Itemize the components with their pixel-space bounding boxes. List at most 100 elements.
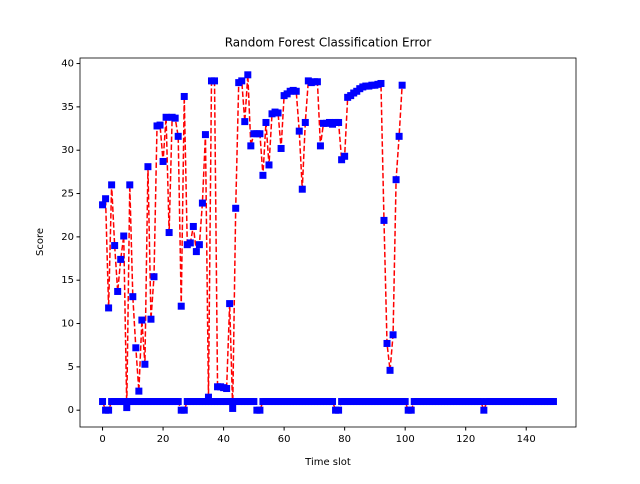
point-marker	[232, 204, 240, 212]
point-marker	[126, 181, 134, 189]
point-marker	[335, 118, 343, 126]
point-marker	[407, 406, 415, 414]
point-marker	[117, 255, 125, 263]
point-marker	[195, 241, 203, 249]
point-marker	[114, 287, 122, 295]
point-marker	[204, 393, 212, 401]
point-marker	[201, 131, 209, 139]
point-marker	[313, 78, 321, 86]
point-marker	[549, 398, 557, 406]
point-marker	[186, 239, 194, 247]
x-tick-label: 120	[456, 434, 475, 445]
point-marker	[120, 232, 128, 240]
point-marker	[241, 118, 249, 126]
point-marker	[123, 404, 131, 412]
point-marker	[165, 229, 173, 237]
point-marker	[383, 339, 391, 347]
point-marker	[256, 130, 264, 138]
point-marker	[229, 404, 237, 412]
point-marker	[259, 171, 267, 179]
x-axis-label: Time slot	[304, 457, 351, 468]
x-tick-label: 20	[157, 434, 170, 445]
point-marker	[380, 216, 388, 224]
point-marker	[99, 201, 107, 209]
point-marker	[138, 316, 146, 324]
point-marker	[377, 79, 385, 87]
point-marker	[174, 132, 182, 140]
point-marker	[292, 87, 300, 95]
y-tick-label: 10	[61, 319, 74, 330]
point-marker	[238, 77, 246, 85]
point-marker	[256, 406, 264, 414]
y-tick-label: 30	[61, 145, 74, 156]
point-marker	[180, 92, 188, 100]
point-marker	[316, 142, 324, 150]
x-tick-label: 140	[517, 434, 536, 445]
point-marker	[386, 366, 394, 374]
point-marker	[329, 398, 337, 406]
point-marker	[389, 331, 397, 339]
point-marker	[480, 406, 488, 414]
point-marker	[226, 300, 234, 308]
point-marker	[223, 385, 231, 393]
point-marker	[277, 144, 285, 152]
point-marker	[102, 195, 110, 203]
point-marker	[150, 273, 158, 281]
point-marker	[301, 118, 309, 126]
point-marker	[162, 113, 170, 121]
x-tick-label: 40	[217, 434, 230, 445]
point-marker	[177, 302, 185, 310]
plot-frame	[79, 57, 577, 428]
point-marker	[141, 360, 149, 368]
point-marker	[274, 109, 282, 117]
x-tick-label: 100	[396, 434, 415, 445]
point-marker	[244, 71, 252, 79]
point-marker	[99, 398, 107, 406]
point-marker	[477, 398, 485, 406]
point-marker	[192, 248, 200, 256]
y-tick-label: 40	[61, 59, 74, 70]
x-tick-label: 60	[278, 434, 291, 445]
point-marker	[247, 142, 255, 150]
point-marker	[180, 406, 188, 414]
y-axis-label: Score	[35, 228, 46, 256]
point-marker	[171, 114, 179, 122]
point-marker	[335, 406, 343, 414]
point-marker	[298, 185, 306, 193]
point-marker	[174, 398, 182, 406]
point-marker	[132, 344, 140, 352]
point-marker	[108, 181, 116, 189]
y-tick-label: 35	[61, 102, 74, 113]
point-marker	[156, 121, 164, 129]
x-tick-label: 80	[338, 434, 351, 445]
y-tick-label: 0	[68, 405, 74, 416]
point-marker	[265, 161, 273, 169]
point-marker	[105, 406, 113, 414]
point-marker	[129, 293, 137, 301]
point-marker	[395, 132, 403, 140]
y-tick-label: 15	[61, 275, 74, 286]
point-marker	[111, 242, 119, 250]
point-marker	[341, 152, 349, 160]
point-marker	[147, 315, 155, 323]
x-tick-label: 0	[99, 434, 105, 445]
point-marker	[198, 199, 206, 207]
point-marker	[392, 176, 400, 184]
point-marker	[105, 304, 113, 312]
point-marker	[398, 81, 406, 89]
point-marker	[295, 127, 303, 135]
chart-title: Random Forest Classification Error	[225, 36, 432, 50]
point-marker	[135, 387, 143, 395]
point-marker	[159, 157, 167, 165]
point-marker	[144, 163, 152, 171]
point-marker	[262, 118, 270, 126]
y-tick-label: 20	[61, 232, 74, 243]
y-tick-label: 5	[68, 362, 74, 373]
point-marker	[211, 77, 219, 85]
y-tick-label: 25	[61, 189, 74, 200]
point-marker	[250, 398, 258, 406]
point-marker	[189, 222, 197, 230]
